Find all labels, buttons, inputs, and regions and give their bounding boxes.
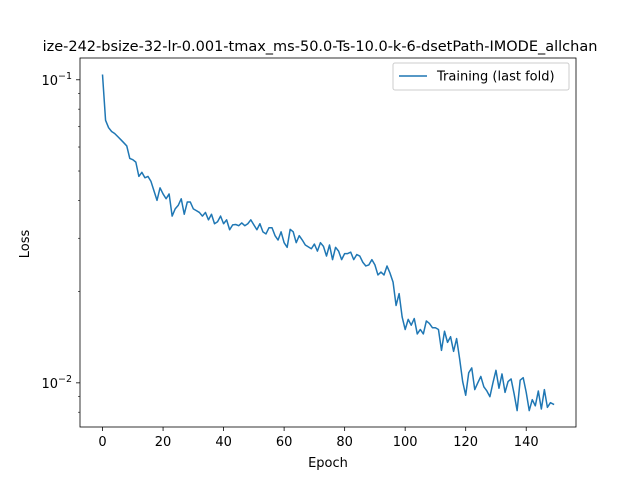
x-tick-label: 0 xyxy=(98,435,106,450)
training-loss-line xyxy=(101,74,555,412)
axes-frame xyxy=(79,57,577,428)
plot-area xyxy=(101,74,555,412)
legend-label: Training (last fold) xyxy=(436,70,555,85)
x-tick-label: 100 xyxy=(393,435,418,450)
x-tick-label: 120 xyxy=(453,435,478,450)
y-axis-label: Loss xyxy=(18,230,33,259)
x-tick-label: 20 xyxy=(155,435,172,450)
x-axis-label: Epoch xyxy=(308,456,348,471)
x-tick-label: 60 xyxy=(276,435,293,450)
legend-box xyxy=(392,62,570,91)
x-tick-label: 140 xyxy=(514,435,539,450)
chart-title: ize-242-bsize-32-lr-0.001-tmax_ms-50.0-T… xyxy=(43,39,598,55)
legend: Training (last fold) xyxy=(392,62,570,91)
x-axis: 0 20 40 60 80 100 120 140 xyxy=(98,427,539,450)
x-tick-label: 40 xyxy=(215,435,232,450)
x-tick-label: 80 xyxy=(336,435,353,450)
